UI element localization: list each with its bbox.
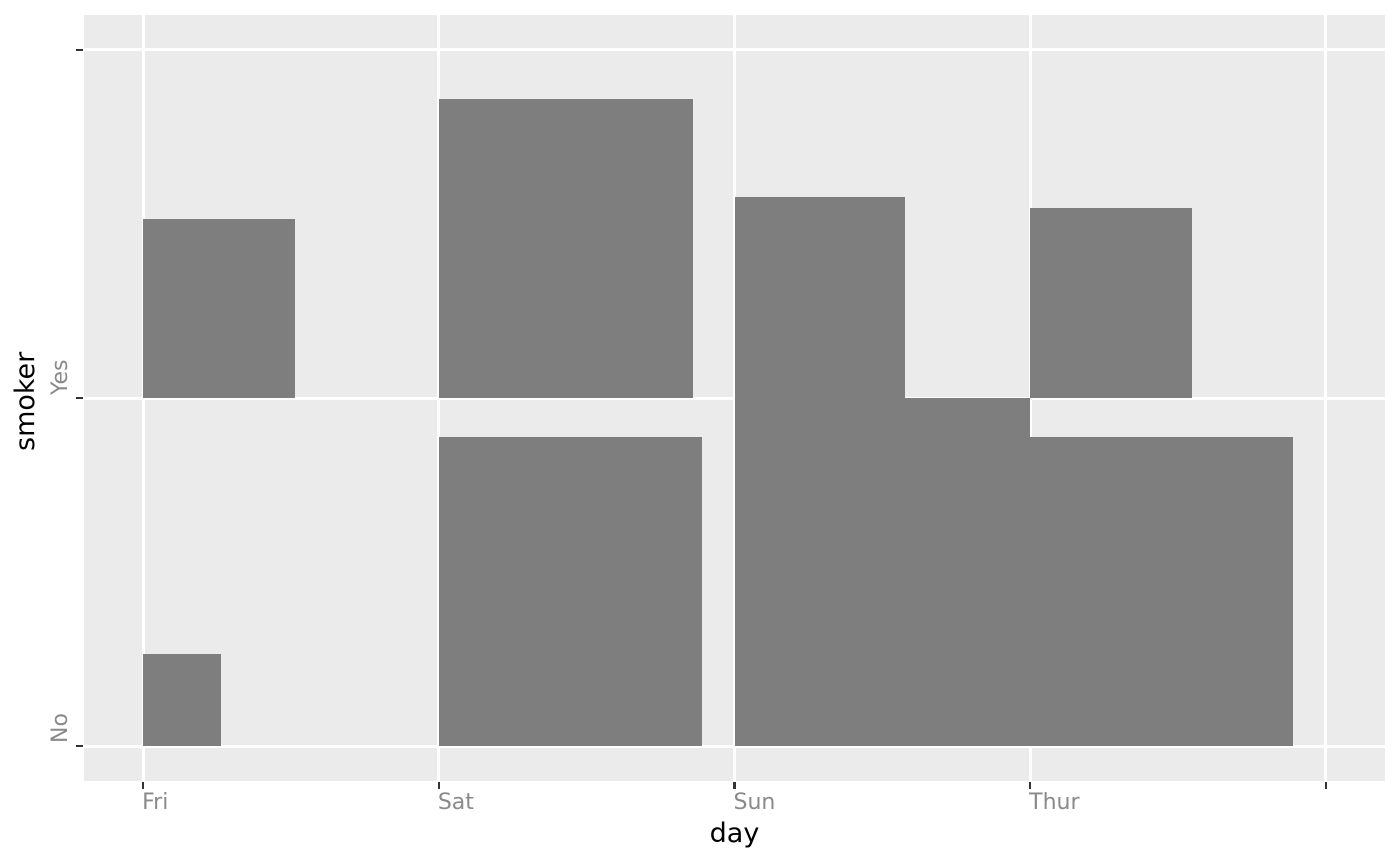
x-tick: [733, 782, 736, 789]
x-tick: [141, 782, 145, 789]
y-tick-label: Yes: [48, 359, 73, 395]
x-tick: [437, 782, 441, 789]
x-tick: [1028, 782, 1032, 789]
y-axis-title: smoker: [10, 351, 41, 451]
x-tick-label: Fri: [142, 790, 169, 815]
bar-Thur-No: [1030, 436, 1293, 747]
y-tick: [76, 396, 83, 400]
bar-Sat-Yes: [438, 99, 693, 398]
bar-Fri-No: [143, 653, 222, 747]
x-tick-label: Sun: [733, 790, 776, 815]
y-tick: [76, 744, 83, 748]
y-tick: [76, 48, 83, 52]
x-tick-label: Sat: [437, 790, 474, 815]
y-gridline: [84, 48, 1385, 52]
x-axis-title: day: [709, 818, 760, 849]
bar-Sun-No: [734, 398, 1031, 747]
bar-Sun-Yes: [734, 196, 906, 398]
plot-panel: [84, 15, 1385, 781]
bar-Sat-No: [438, 436, 702, 747]
x-tick-label: Thur: [1029, 790, 1080, 815]
bar-Thur-Yes: [1030, 207, 1192, 398]
y-gridline: [84, 744, 1385, 748]
x-tick: [1324, 782, 1328, 789]
bar-Fri-Yes: [143, 219, 295, 398]
y-tick-label: No: [48, 713, 73, 744]
